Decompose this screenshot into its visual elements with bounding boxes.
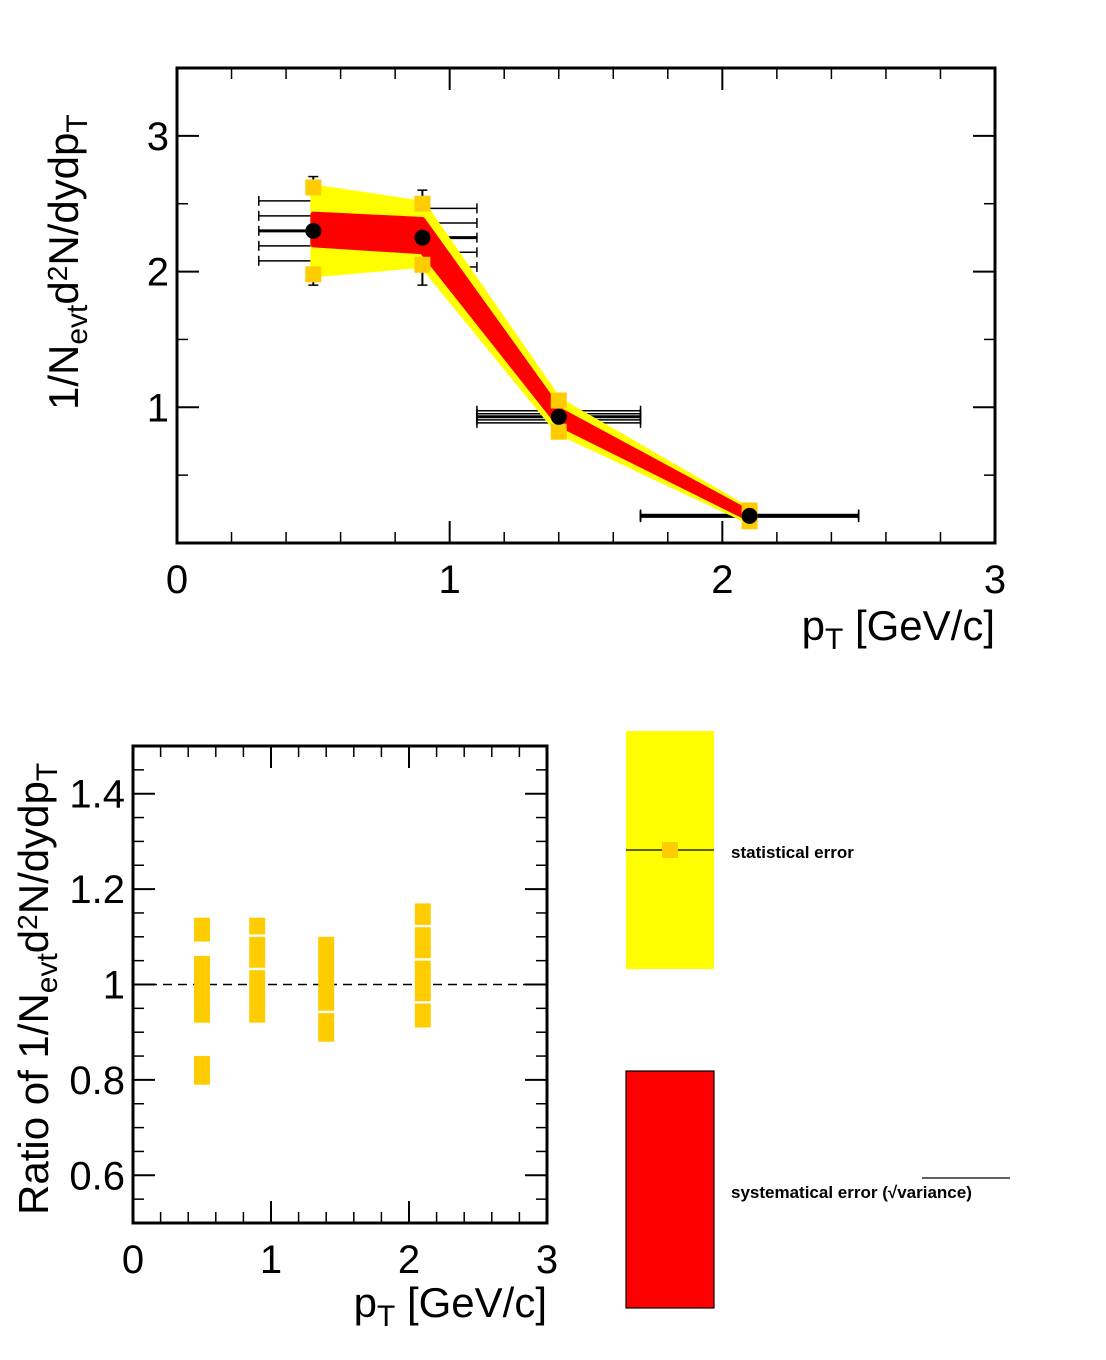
ratio-bar (318, 936, 335, 1011)
spectrum-marker (414, 195, 431, 212)
ratio-y-tick-label: 1.2 (69, 868, 125, 912)
spectrum-x-tick-label: 1 (439, 558, 461, 602)
ratio-x-tick-label: 0 (122, 1238, 144, 1282)
spectrum-marker (550, 423, 567, 440)
spectrum-data-point (414, 229, 431, 246)
spectrum-y-axis-title: 1/Nevtd2N/dydpT (40, 114, 94, 410)
spectrum-x-axis-title: pT [GeV/c] (802, 602, 995, 656)
spectrum-axis-ticks: 0 1 2 3 1 2 3 (147, 67, 1006, 602)
spectrum-marker (305, 179, 322, 196)
spectrum-data-point (305, 222, 322, 239)
ratio-bar (194, 1056, 210, 1085)
spectrum-y-tick-label: 1 (147, 386, 169, 430)
spectrum-y-tick-label: 3 (147, 115, 169, 159)
spectrum-x-tick-label: 3 (984, 558, 1006, 602)
ratio-x-tick-label: 2 (398, 1238, 420, 1282)
ratio-bar (414, 927, 431, 959)
ratio-axis-ticks: 0 1 2 3 0.6 0.8 1 1.2 1.4 (69, 745, 558, 1282)
ratio-bar (414, 1003, 431, 1028)
legend-sqrt-sign: √ (888, 1183, 898, 1202)
spectrum-plot-frame (175, 66, 997, 545)
legend-sqrt-arg: variance (897, 1183, 966, 1202)
ratio-bar (194, 917, 210, 942)
legend-stat-label: statistical error (731, 843, 854, 862)
ratio-bar (414, 960, 431, 1002)
ratio-plot-area (133, 903, 547, 1085)
ratio-panel: 0 1 2 3 0.6 0.8 1 1.2 1.4 pT [GeV/c] Ratio of 1/… (10, 744, 558, 1333)
ratio-y-tick-label: 1 (103, 964, 125, 1008)
ratio-x-tick-label: 3 (536, 1238, 558, 1282)
ratio-x-tick-label: 1 (260, 1238, 282, 1282)
ratio-bar (194, 955, 210, 1023)
legend: statistical error systematical error (√v… (625, 731, 1010, 1309)
ratio-y-tick-label: 0.6 (69, 1154, 125, 1198)
spectrum-data-point (550, 408, 567, 425)
ratio-bar (249, 917, 266, 935)
legend-syst-label-start: systematical error ( (731, 1183, 888, 1202)
legend-syst-label: systematical error (√variance) (731, 1183, 972, 1202)
spectrum-marker (550, 392, 567, 409)
spectrum-data-point (741, 507, 758, 524)
ratio-bar (318, 1013, 335, 1042)
spectrum-panel: 0 1 2 3 1 2 3 pT [GeV/c] 1/Nevtd2N/dydpT (40, 66, 1006, 656)
spectrum-marker (414, 256, 431, 273)
legend-syst-swatch (625, 1070, 715, 1309)
ratio-bar (249, 936, 266, 968)
ratio-bar (414, 903, 431, 925)
spectrum-x-tick-label: 2 (711, 558, 733, 602)
ratio-y-tick-label: 1.4 (69, 773, 125, 817)
ratio-y-axis-title: Ratio of 1/Nevtd2N/dydpT (10, 763, 64, 1215)
spectrum-x-tick-label: 0 (166, 558, 188, 602)
ratio-x-axis-title: pT [GeV/c] (354, 1279, 547, 1333)
spectrum-marker (305, 266, 322, 283)
legend-syst-label-end: ) (966, 1183, 972, 1202)
legend-stat-marker (662, 842, 678, 858)
spectrum-plot-area (258, 175, 860, 530)
spectrum-y-tick-label: 2 (147, 251, 169, 295)
ratio-bar (249, 970, 266, 1023)
ratio-y-tick-label: 0.8 (69, 1059, 125, 1103)
